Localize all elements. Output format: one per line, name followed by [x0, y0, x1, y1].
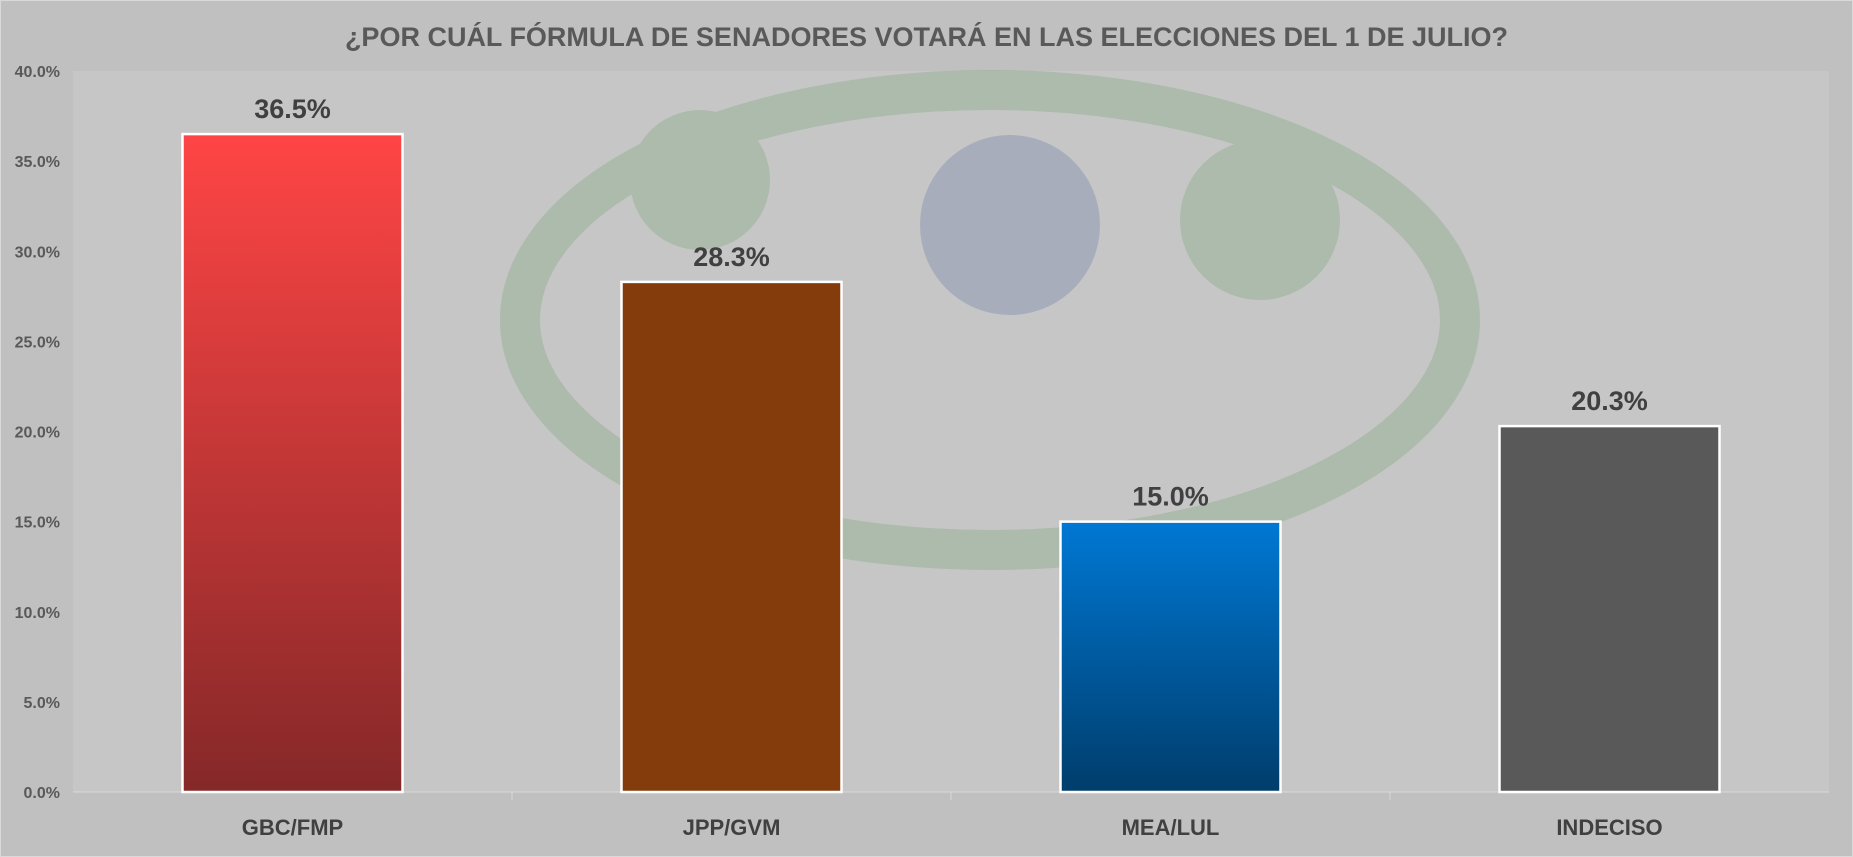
bar-indeciso	[1498, 424, 1721, 794]
y-tick-label: 25.0%	[15, 334, 60, 351]
data-label: 36.5%	[254, 94, 331, 124]
watermark-logo	[500, 70, 1480, 570]
data-label: 20.3%	[1571, 386, 1648, 416]
data-label: 28.3%	[693, 242, 770, 272]
y-tick-label: 40.0%	[15, 64, 60, 81]
data-label: 15.0%	[1132, 482, 1209, 512]
y-tick-label: 20.0%	[15, 425, 60, 442]
x-category-label: JPP/GVM	[683, 815, 781, 840]
y-tick-label: 0.0%	[24, 785, 60, 802]
y-tick-label: 5.0%	[24, 695, 60, 712]
y-tick-label: 15.0%	[15, 515, 60, 532]
y-tick-label: 10.0%	[15, 605, 60, 622]
bar-mealul	[1059, 520, 1282, 794]
chart-title: ¿POR CUÁL FÓRMULA DE SENADORES VOTARÁ EN…	[344, 22, 1509, 52]
bar-jppgvm	[620, 280, 843, 794]
x-category-label: MEA/LUL	[1122, 815, 1220, 840]
bar-gbcfmp	[181, 132, 404, 794]
y-tick-label: 35.0%	[15, 154, 60, 171]
x-category-label: INDECISO	[1556, 815, 1662, 840]
y-tick-label: 30.0%	[15, 244, 60, 261]
x-category-label: GBC/FMP	[242, 815, 343, 840]
